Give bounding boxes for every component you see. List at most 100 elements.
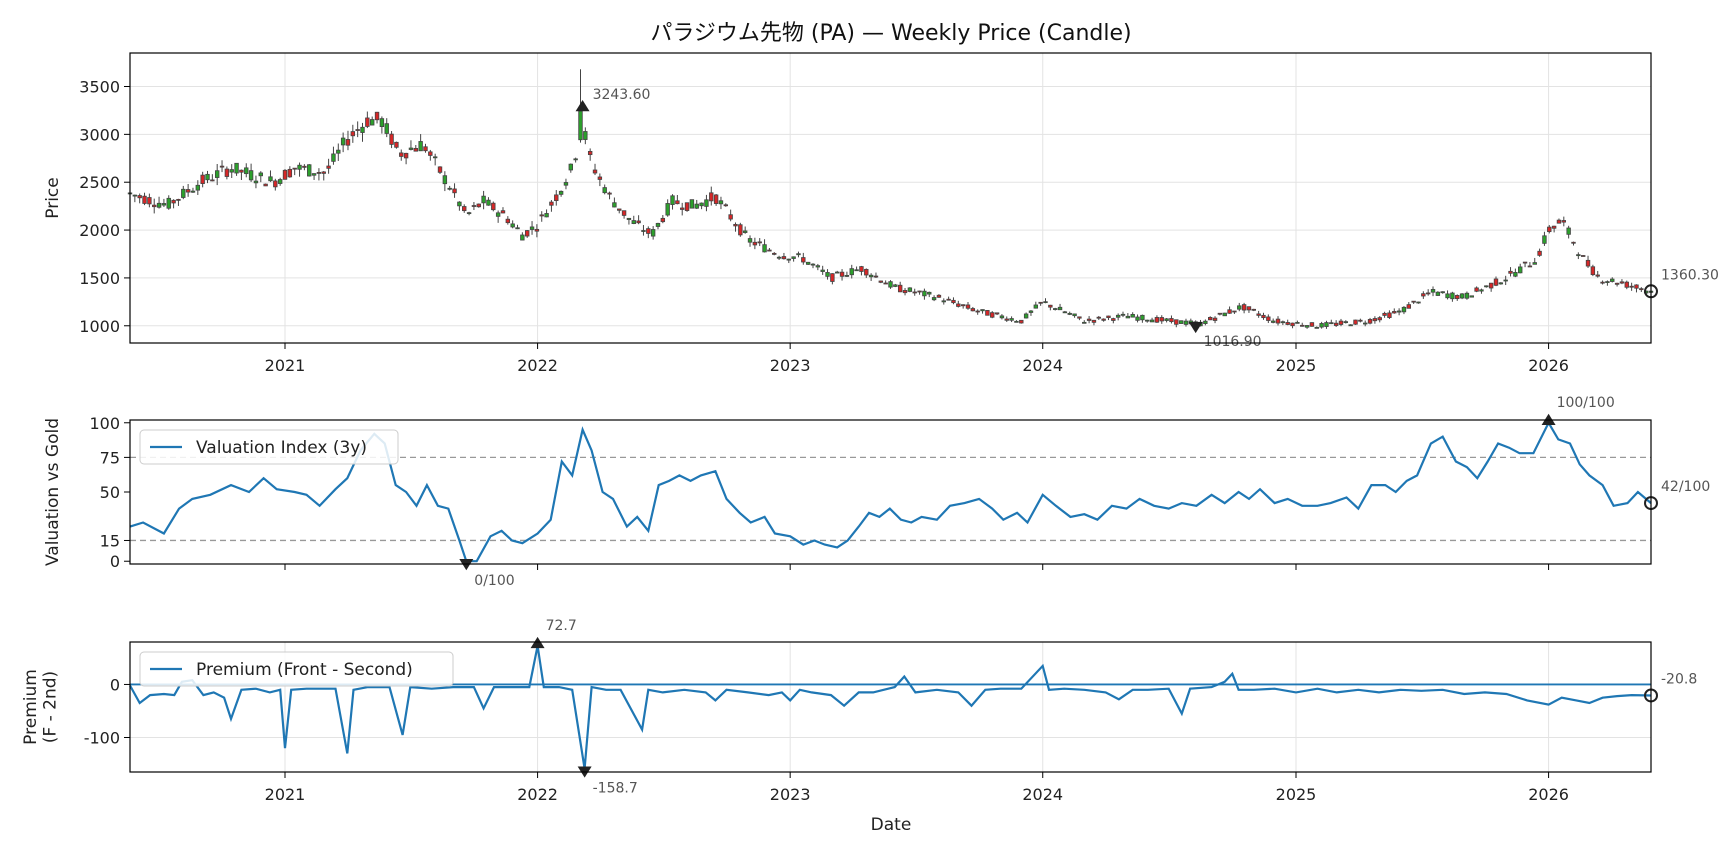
- candle-body: [1590, 266, 1596, 276]
- candle-body: [985, 310, 990, 316]
- y-label-line: Premium: [21, 669, 41, 745]
- candle-body: [1106, 315, 1111, 319]
- candle-body: [311, 173, 317, 176]
- candle-body: [258, 172, 263, 177]
- premium-min-label: -158.7: [593, 781, 638, 797]
- candle-body: [234, 162, 239, 174]
- candle-body: [1300, 324, 1305, 327]
- candle-body: [1518, 266, 1523, 274]
- valuation-series-line: [129, 420, 1652, 563]
- candle-body: [1048, 304, 1053, 308]
- candle-body: [873, 275, 879, 278]
- candle-body: [1120, 313, 1126, 316]
- candle-body: [675, 200, 680, 205]
- candle-body: [1532, 262, 1537, 265]
- candle-body: [152, 204, 157, 208]
- candle-body: [563, 182, 569, 186]
- candle-body: [554, 194, 559, 202]
- candle-body: [646, 228, 651, 234]
- price-max-label: 3243.60: [593, 87, 651, 103]
- valuation-y-ticks: 0 15 50 75 100: [89, 414, 130, 571]
- price-annotations: 3243.60 1016.90 1360.30: [575, 87, 1719, 350]
- candle-body: [1246, 306, 1252, 311]
- candle-body: [689, 199, 695, 209]
- candle-body: [268, 176, 273, 182]
- candle-body: [466, 212, 472, 215]
- premium-legend: Premium (Front - Second): [139, 651, 454, 687]
- candle-body: [1566, 227, 1571, 235]
- candle-body: [244, 167, 249, 175]
- candle-body: [1057, 306, 1063, 311]
- candle-body: [166, 197, 171, 209]
- x-tick-label: 2023: [770, 356, 811, 375]
- candle-body: [1503, 279, 1508, 282]
- candle-body: [1052, 308, 1058, 310]
- candle-body: [374, 111, 380, 121]
- candle-body: [1527, 265, 1533, 268]
- candle-body: [621, 210, 627, 216]
- valuation-y-label: Valuation vs Gold: [43, 418, 63, 566]
- y-tick-label: 75: [100, 448, 120, 467]
- candle-body: [147, 197, 152, 205]
- y-tick-label: 2000: [79, 221, 120, 240]
- candle-body: [1450, 292, 1455, 300]
- candle-body: [922, 290, 927, 297]
- candle-body: [893, 284, 898, 287]
- candle-body: [805, 261, 811, 265]
- candle-body: [936, 294, 942, 298]
- candle-body: [597, 176, 603, 180]
- candle-body: [1169, 318, 1174, 323]
- candle-body: [917, 290, 922, 293]
- candle-body: [1285, 322, 1290, 325]
- candle-body: [1232, 310, 1237, 313]
- candle-body: [776, 256, 782, 259]
- candle-body: [1455, 295, 1460, 300]
- valuation-legend-box: [139, 429, 399, 465]
- candle-body: [1547, 226, 1552, 233]
- candle-body: [956, 303, 961, 307]
- candle-body: [578, 110, 583, 141]
- candle-body: [612, 202, 617, 208]
- candle-body: [864, 268, 869, 276]
- x-tick-label: 2024: [1022, 785, 1063, 804]
- candle-body: [931, 297, 937, 301]
- candle-body: [558, 190, 564, 195]
- valuation-frame: [129, 419, 1652, 565]
- candle-body: [568, 163, 573, 171]
- candle-body: [428, 151, 433, 156]
- candle-body: [185, 189, 191, 193]
- candle-body: [859, 266, 864, 272]
- candle-body: [161, 203, 167, 206]
- candle-body: [277, 179, 283, 184]
- candle-body: [825, 272, 830, 277]
- candle-body: [1459, 293, 1465, 299]
- candle-body: [1043, 301, 1048, 304]
- candle-body: [336, 149, 341, 154]
- price-x-ticks: 2021 2022 2023 2024 2025 2026: [265, 343, 1569, 375]
- candle-body: [1382, 312, 1387, 316]
- candle-body: [1537, 250, 1542, 256]
- candle-body: [1067, 312, 1072, 315]
- candle-body: [728, 214, 733, 220]
- candle-body: [1019, 319, 1024, 324]
- premium-y-label: Premium(F - 2nd): [21, 669, 61, 745]
- candle-body: [1125, 315, 1131, 319]
- candle-body: [684, 202, 690, 211]
- candle-body: [1440, 291, 1445, 294]
- candle-body: [1358, 319, 1363, 322]
- candle-body: [810, 263, 816, 266]
- candle-body: [733, 223, 738, 227]
- candle-body: [457, 201, 462, 207]
- candle-body: [1251, 308, 1256, 311]
- x-tick-label: 2021: [265, 785, 306, 804]
- candle-body: [263, 183, 268, 187]
- candle-body: [1561, 220, 1567, 223]
- candle-body: [587, 150, 593, 156]
- candle-body: [970, 308, 976, 312]
- candle-body: [713, 194, 719, 204]
- candle-body: [447, 187, 452, 190]
- candle-body: [791, 256, 796, 259]
- candle-body: [1634, 284, 1639, 289]
- candle-body: [437, 166, 443, 173]
- candle-body: [704, 199, 709, 207]
